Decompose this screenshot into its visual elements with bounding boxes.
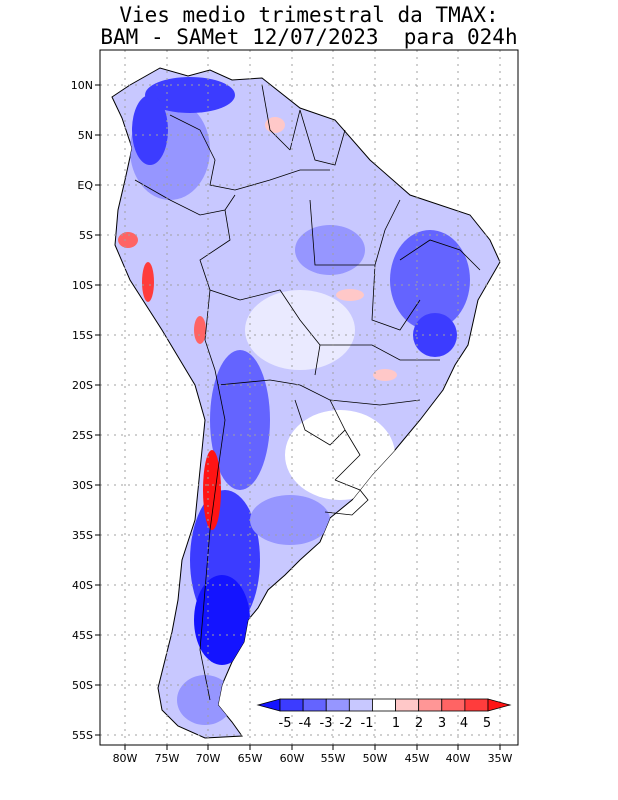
border-brazil-states-4 — [329, 399, 421, 406]
bias-field — [111, 67, 501, 739]
border-paraguay — [294, 384, 346, 446]
colorbar-label-4: 4 — [460, 716, 468, 731]
bias-patch-white-central — [245, 290, 355, 370]
lat-label-35s: 35S — [72, 529, 93, 542]
plot-frame — [99, 49, 519, 746]
lon-label-65w: 65W — [238, 752, 263, 765]
colorbar-swatch-8 — [441, 698, 466, 712]
lon-label-80w: 80W — [113, 752, 138, 765]
colorbar-label-minus-5: -5 — [279, 716, 292, 731]
colorbar-swatch-7 — [418, 698, 443, 712]
lat-label-10n: 10N — [71, 79, 93, 92]
lat-label-5n: 5N — [78, 129, 93, 142]
bias-patch-mid-amazon — [295, 225, 365, 275]
border-brazil-states-5 — [399, 239, 481, 271]
border-uruguay — [324, 479, 369, 516]
bias-patch-mid-argentina — [250, 495, 330, 545]
lat-label-30s: 30S — [72, 479, 93, 492]
colorbar-label-minus-2: -2 — [340, 716, 353, 731]
lat-label-25s: 25S — [72, 429, 93, 442]
lat-label-5s: 5S — [79, 229, 93, 242]
colorbar-swatch-2 — [302, 698, 327, 712]
bias-patch-dark-northeast — [413, 313, 457, 357]
colorbar-label-2: 2 — [415, 716, 423, 731]
map-title-line-2: BAM - SAMet 12/07/2023 para 024h — [100, 25, 518, 49]
lat-label-50s: 50S — [72, 679, 93, 692]
colorbar-labels: -5 -4 -3 -2 -1 1 2 3 4 5 — [279, 716, 492, 731]
border-colombia-peru — [134, 179, 236, 216]
map-title-line-1: Vies medio trimestral da TMAX: — [119, 3, 499, 27]
colorbar-label-1: 1 — [392, 716, 400, 731]
colorbar-swatch-0 — [256, 698, 281, 712]
colorbar-label-minus-1: -1 — [361, 716, 374, 731]
colorbar-label-5: 5 — [483, 716, 491, 731]
colorbar-swatch-10 — [487, 698, 512, 712]
bias-patch-red-peru — [118, 232, 138, 248]
colorbar-swatch-6 — [395, 698, 420, 712]
border-argentina-brazil — [334, 429, 361, 481]
latitude-labels: 10N 5N EQ 5S 10S 15S 20S 25S 30S 35S 40S… — [71, 79, 94, 742]
border-brazil-north — [234, 169, 330, 191]
lat-label-45s: 45S — [72, 629, 93, 642]
border-venezuela-guyana — [261, 84, 291, 151]
lon-label-50w: 50W — [363, 752, 388, 765]
longitude-labels: 80W 75W 70W 65W 60W 55W 50W 45W 40W 35W — [113, 752, 513, 765]
colorbar: -5 -4 -3 -2 -1 1 2 3 4 5 — [256, 698, 512, 731]
lat-label-20s: 20S — [72, 379, 93, 392]
colorbar-swatches — [256, 698, 512, 712]
border-bolivia-argentina — [217, 379, 301, 386]
bias-patch-mid-northeast — [390, 230, 470, 330]
lon-label-60w: 60W — [280, 752, 305, 765]
colorbar-label-minus-3: -3 — [320, 716, 333, 731]
border-brazil-states-3 — [320, 344, 440, 361]
lon-label-35w: 35W — [488, 752, 513, 765]
bias-patch-pink-mato-grosso — [336, 289, 364, 301]
colorbar-swatch-5 — [372, 698, 396, 712]
lat-label-10s: 10S — [72, 279, 93, 292]
border-colombia-venezuela — [169, 114, 236, 191]
colorbar-swatch-4 — [348, 698, 373, 712]
lon-label-45w: 45W — [405, 752, 430, 765]
colorbar-label-minus-4: -4 — [299, 716, 312, 731]
lon-label-40w: 40W — [446, 752, 471, 765]
lat-label-40s: 40S — [72, 579, 93, 592]
axis-ticks — [95, 84, 501, 750]
border-brazil-states-6 — [289, 109, 301, 151]
bias-patch-red-andes-north — [142, 262, 154, 302]
border-guianas — [299, 109, 346, 166]
border-bolivia-brazil — [239, 289, 321, 376]
border-peru-brazil — [199, 209, 241, 301]
border-brazil-states-2 — [371, 264, 421, 331]
lat-label-55s: 55S — [72, 729, 93, 742]
lat-label-15s: 15S — [72, 329, 93, 342]
border-peru-bolivia — [204, 289, 216, 371]
bias-patch-dark-colombia — [132, 95, 168, 165]
lat-label-eq: EQ — [77, 179, 93, 192]
bias-patch-white-south — [285, 410, 395, 500]
colorbar-swatch-1 — [279, 698, 304, 712]
bias-patch-mid-south-tip — [177, 675, 233, 725]
country-borders — [134, 84, 481, 701]
border-chile-argentina — [199, 369, 226, 701]
bias-patch-red-bolivia — [194, 316, 206, 344]
lon-label-75w: 75W — [155, 752, 180, 765]
lon-label-70w: 70W — [196, 752, 221, 765]
colorbar-swatch-3 — [325, 698, 350, 712]
bias-patch-pink-brazil — [373, 369, 397, 381]
colorbar-label-3: 3 — [438, 716, 446, 731]
lon-label-55w: 55W — [321, 752, 346, 765]
colorbar-swatch-9 — [464, 698, 489, 712]
